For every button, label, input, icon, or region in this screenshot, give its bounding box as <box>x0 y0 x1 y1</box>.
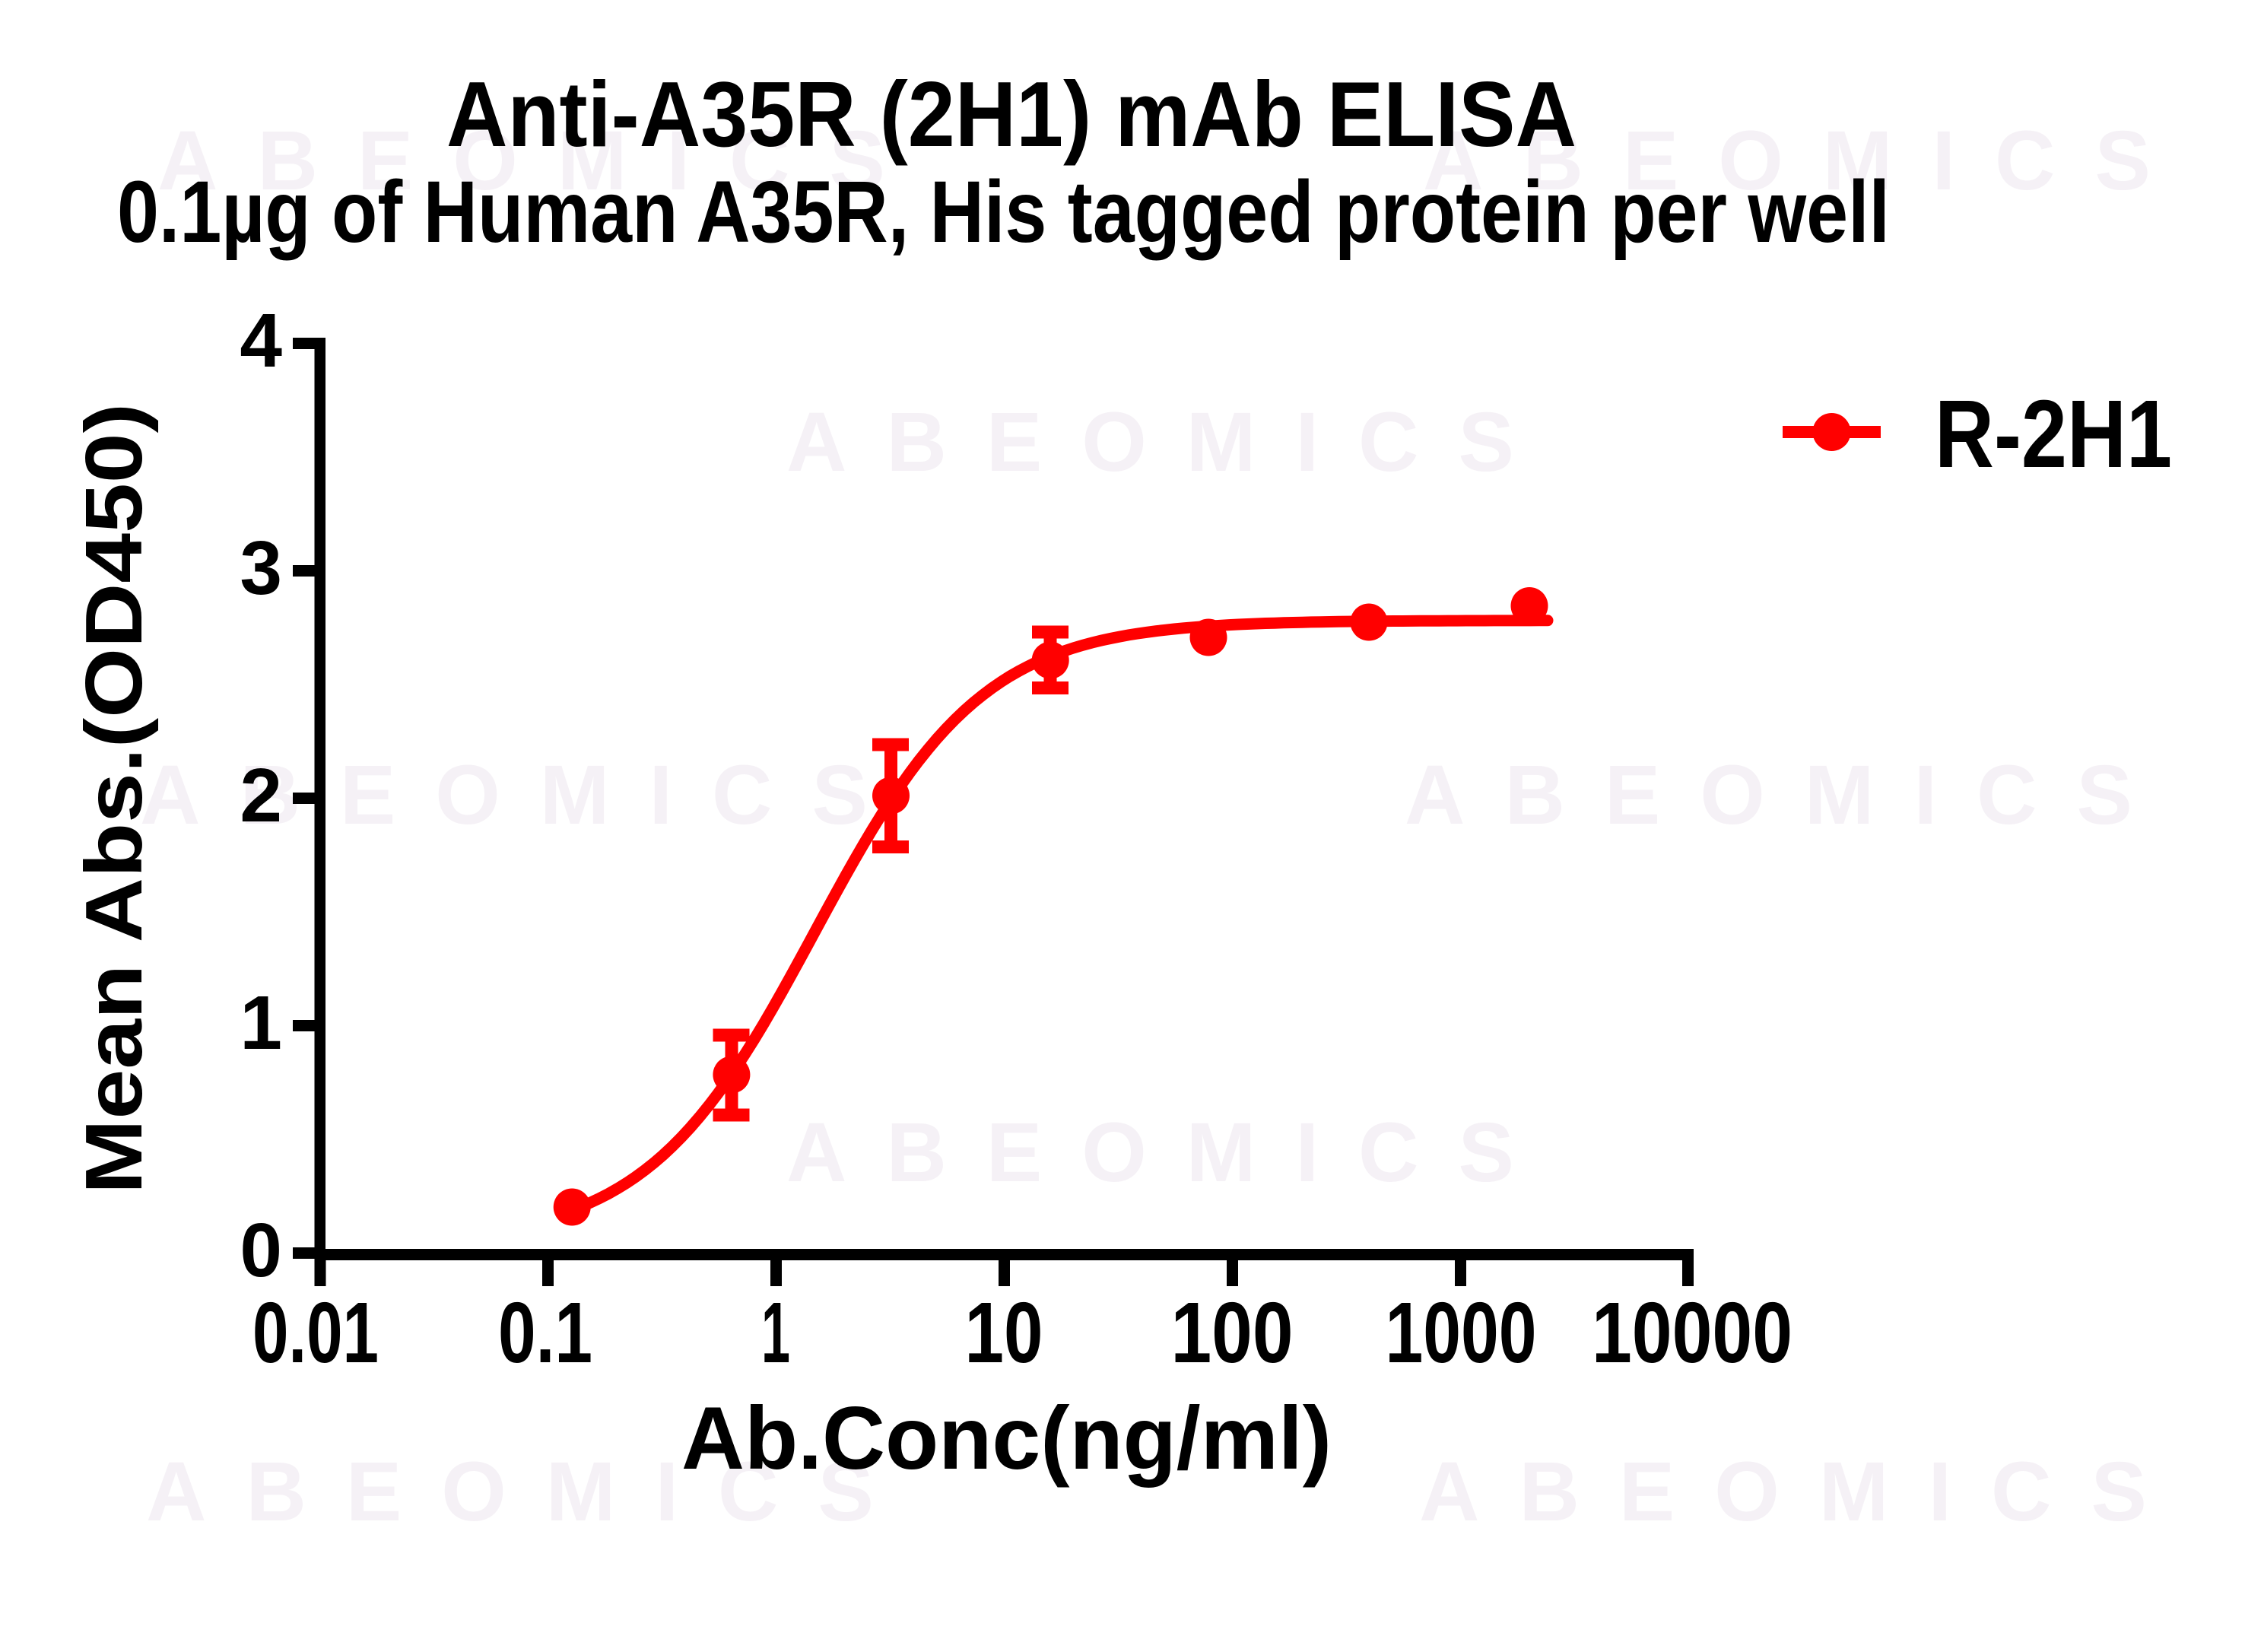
svg-text:ABEOMICS: ABEOMICS <box>146 1445 913 1539</box>
svg-text:ABEOMICS: ABEOMICS <box>786 1106 1554 1199</box>
svg-text:R-2H1: R-2H1 <box>1935 380 2172 488</box>
svg-text:ABEOMICS: ABEOMICS <box>157 114 925 208</box>
svg-text:0.01: 0.01 <box>252 1285 379 1380</box>
svg-text:1: 1 <box>761 1285 790 1380</box>
svg-text:100: 100 <box>1171 1285 1294 1380</box>
svg-text:ABEOMICS: ABEOMICS <box>1405 748 2172 842</box>
svg-text:0.1: 0.1 <box>498 1285 592 1380</box>
svg-text:1000: 1000 <box>1386 1285 1537 1380</box>
svg-text:4: 4 <box>240 298 282 383</box>
svg-text:Anti-A35R (2H1) mAb ELISA: Anti-A35R (2H1) mAb ELISA <box>446 62 1577 166</box>
svg-text:Mean Abs.(OD450): Mean Abs.(OD450) <box>69 403 159 1194</box>
svg-text:Ab.Conc(ng/ml): Ab.Conc(ng/ml) <box>681 1388 1332 1488</box>
svg-text:ABEOMICS: ABEOMICS <box>140 748 907 842</box>
svg-text:1: 1 <box>240 980 282 1066</box>
svg-text:ABEOMICS: ABEOMICS <box>1419 1445 2186 1539</box>
svg-text:3: 3 <box>240 526 282 611</box>
svg-text:10000: 10000 <box>1592 1285 1793 1380</box>
svg-text:ABEOMICS: ABEOMICS <box>1423 114 2190 208</box>
svg-text:2: 2 <box>240 753 282 838</box>
svg-text:10: 10 <box>965 1285 1043 1380</box>
svg-text:0: 0 <box>240 1208 282 1293</box>
svg-text:0.1µg of Human A35R, His tagge: 0.1µg of Human A35R, His tagged protein … <box>117 164 1890 261</box>
svg-text:ABEOMICS: ABEOMICS <box>786 396 1554 489</box>
